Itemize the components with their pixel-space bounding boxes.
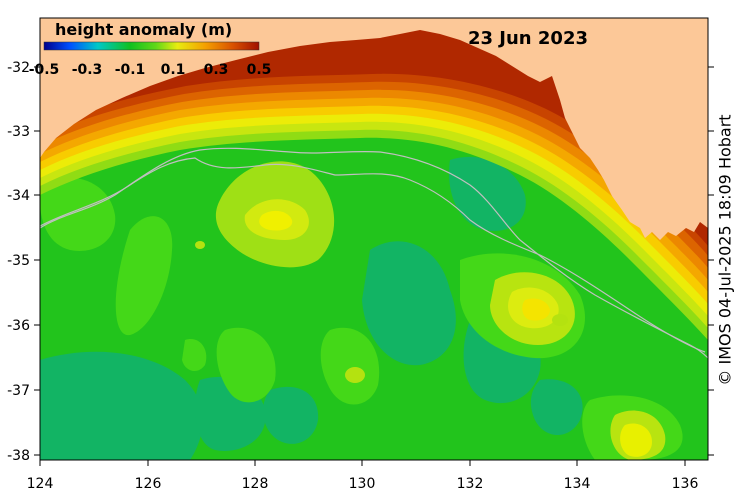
warm-eddy-southeast [610, 410, 666, 460]
y-tick-label: -34 [7, 188, 30, 204]
credit-text: © IMOS 04-Jul-2025 18:09 Hobart [715, 114, 735, 386]
warm-eddy-central [215, 161, 335, 268]
axis-ticks [34, 66, 714, 466]
low-anomaly-zones [40, 156, 583, 460]
colorbar-tick: 0.3 [204, 62, 229, 78]
plot-frame [39, 17, 709, 461]
small-eddies [195, 241, 568, 383]
colorbar-tick: 0.5 [247, 62, 272, 78]
x-tick-label: 134 [564, 476, 591, 492]
y-tick-label: -35 [7, 253, 30, 269]
x-tick-label: 126 [135, 476, 162, 492]
colorbar-tick: 0.1 [161, 62, 186, 78]
x-tick-label: 132 [457, 476, 484, 492]
bathymetry-contours [40, 147, 708, 359]
y-tick-label: -36 [7, 318, 30, 334]
colorbar-title: height anomaly (m) [55, 20, 232, 39]
y-tick-label: -33 [7, 124, 30, 140]
x-tick-label: 130 [349, 476, 376, 492]
map-date: 23 Jun 2023 [468, 28, 588, 49]
colorbar-tick: -0.5 [29, 62, 60, 78]
colorbar-tick: -0.1 [115, 62, 146, 78]
colorbar-tick: -0.3 [72, 62, 103, 78]
y-tick-label: -38 [7, 448, 30, 464]
land-australia [40, 18, 708, 240]
x-tick-label: 124 [27, 476, 54, 492]
y-tick-label: -32 [7, 60, 30, 76]
warm-eddy-east [490, 272, 575, 345]
x-tick-label: 136 [672, 476, 699, 492]
colorbar [43, 41, 260, 51]
y-tick-label: -37 [7, 383, 30, 399]
x-tick-label: 128 [242, 476, 269, 492]
